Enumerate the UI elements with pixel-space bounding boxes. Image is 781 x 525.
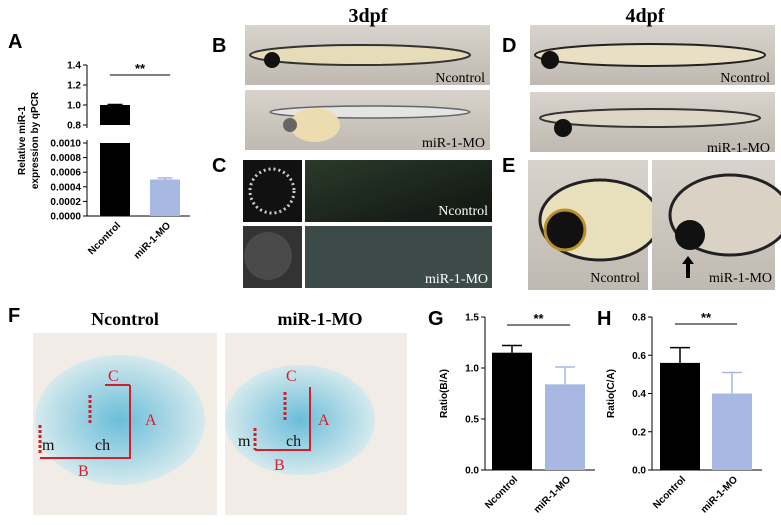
- y-tick-label: 0.5: [465, 415, 479, 426]
- caption: Ncontrol: [438, 204, 488, 219]
- y-label-line: Ratio(C/A): [606, 369, 617, 418]
- caption: miR-1-MO: [709, 271, 772, 286]
- photo-f: [33, 333, 407, 515]
- error-bar: [722, 371, 742, 394]
- y-tick-label: 0.2: [632, 427, 646, 438]
- x-tick-label: Ncontrol: [651, 474, 688, 511]
- bone-label: C: [286, 368, 297, 385]
- bone-label: B: [274, 457, 285, 474]
- stage-title: 4dpf: [626, 5, 665, 27]
- y-label: Relative miR-1 expression by qPCR: [17, 91, 41, 189]
- panel-letter: B: [212, 35, 226, 57]
- caption: miR-1-MO: [425, 272, 488, 287]
- y-tick-label: 0.8: [67, 121, 81, 132]
- x-tick-label: Ncontrol: [86, 220, 123, 257]
- x-tick-label: miR-1-MO: [132, 220, 173, 261]
- photo-title: Ncontrol: [91, 309, 159, 329]
- caption: miR-1-MO: [707, 141, 770, 156]
- y-tick-label: 0.0010: [50, 139, 81, 150]
- x-tick-label: miR-1-MO: [699, 474, 740, 515]
- y-label-line: Relative miR-1: [17, 106, 28, 175]
- bar: [150, 179, 180, 216]
- y-tick-label: 0.4: [632, 389, 646, 400]
- panel-letter: D: [502, 35, 516, 57]
- caption: Ncontrol: [435, 71, 485, 86]
- error-bar: [555, 366, 575, 385]
- bone-label: A: [318, 412, 330, 429]
- y-tick-label: 0.0008: [50, 153, 81, 164]
- y-label: Ratio(B/A): [439, 369, 450, 418]
- y-label: Ratio(C/A): [606, 369, 617, 418]
- panel-letter: E: [502, 155, 515, 177]
- bone-label: A: [145, 412, 157, 429]
- bone-label: ch: [95, 437, 110, 454]
- bar: [100, 143, 130, 216]
- bar: [712, 393, 752, 470]
- bar: [660, 362, 700, 470]
- photo-e: [528, 160, 781, 290]
- y-tick-label: 1.0: [465, 364, 479, 375]
- photo-d: [530, 25, 775, 152]
- caption: miR-1-MO: [422, 136, 485, 151]
- panel-letter: C: [212, 155, 226, 177]
- significance: **: [701, 310, 712, 325]
- bone-labels: C A ch m B C A ch m B: [42, 368, 330, 480]
- photo-c: [243, 160, 492, 288]
- bar: [545, 384, 585, 470]
- caption: Ncontrol: [720, 71, 770, 86]
- photo-title: miR-1-MO: [278, 309, 363, 329]
- y-tick-label: 0.0004: [50, 182, 81, 193]
- y-tick-label: 1.0: [67, 101, 81, 112]
- y-tick-label: 1.2: [67, 81, 81, 92]
- y-tick-label: 1.5: [465, 313, 479, 324]
- y-tick-label: 0.6: [632, 351, 646, 362]
- x-tick-label: Ncontrol: [483, 474, 520, 511]
- y-tick-label: 0.8: [632, 313, 646, 324]
- bone-label: m: [42, 437, 55, 454]
- caption: Ncontrol: [590, 271, 640, 286]
- y-tick-label: 0.0: [632, 466, 646, 477]
- bar: [492, 352, 532, 470]
- panel-letter: H: [597, 308, 611, 330]
- error-bar: [107, 103, 123, 106]
- bone-label: B: [78, 463, 89, 480]
- panel-letter: A: [8, 31, 22, 53]
- error-bar: [157, 177, 173, 180]
- y-tick-label: 1.4: [67, 61, 81, 72]
- bone-label: ch: [286, 433, 301, 450]
- error-bar: [502, 344, 522, 353]
- x-tick-label: miR-1-MO: [532, 474, 573, 515]
- panel-letter: G: [428, 308, 444, 330]
- stage-title: 3dpf: [349, 5, 388, 27]
- y-tick-label: 0.0006: [50, 168, 81, 179]
- photo-b: [245, 25, 490, 150]
- y-label-line: expression by qPCR: [30, 91, 41, 189]
- bar: [100, 105, 130, 125]
- y-tick-label: 0.0: [465, 466, 479, 477]
- bone-label: C: [108, 368, 119, 385]
- error-bar: [670, 346, 690, 363]
- y-label-line: Ratio(B/A): [439, 369, 450, 418]
- bone-label: m: [238, 433, 251, 450]
- panel-letter: F: [8, 305, 20, 327]
- significance: **: [135, 61, 146, 76]
- y-tick-label: 0.0000: [50, 212, 81, 223]
- significance: **: [533, 311, 544, 326]
- y-tick-label: 0.0002: [50, 197, 81, 208]
